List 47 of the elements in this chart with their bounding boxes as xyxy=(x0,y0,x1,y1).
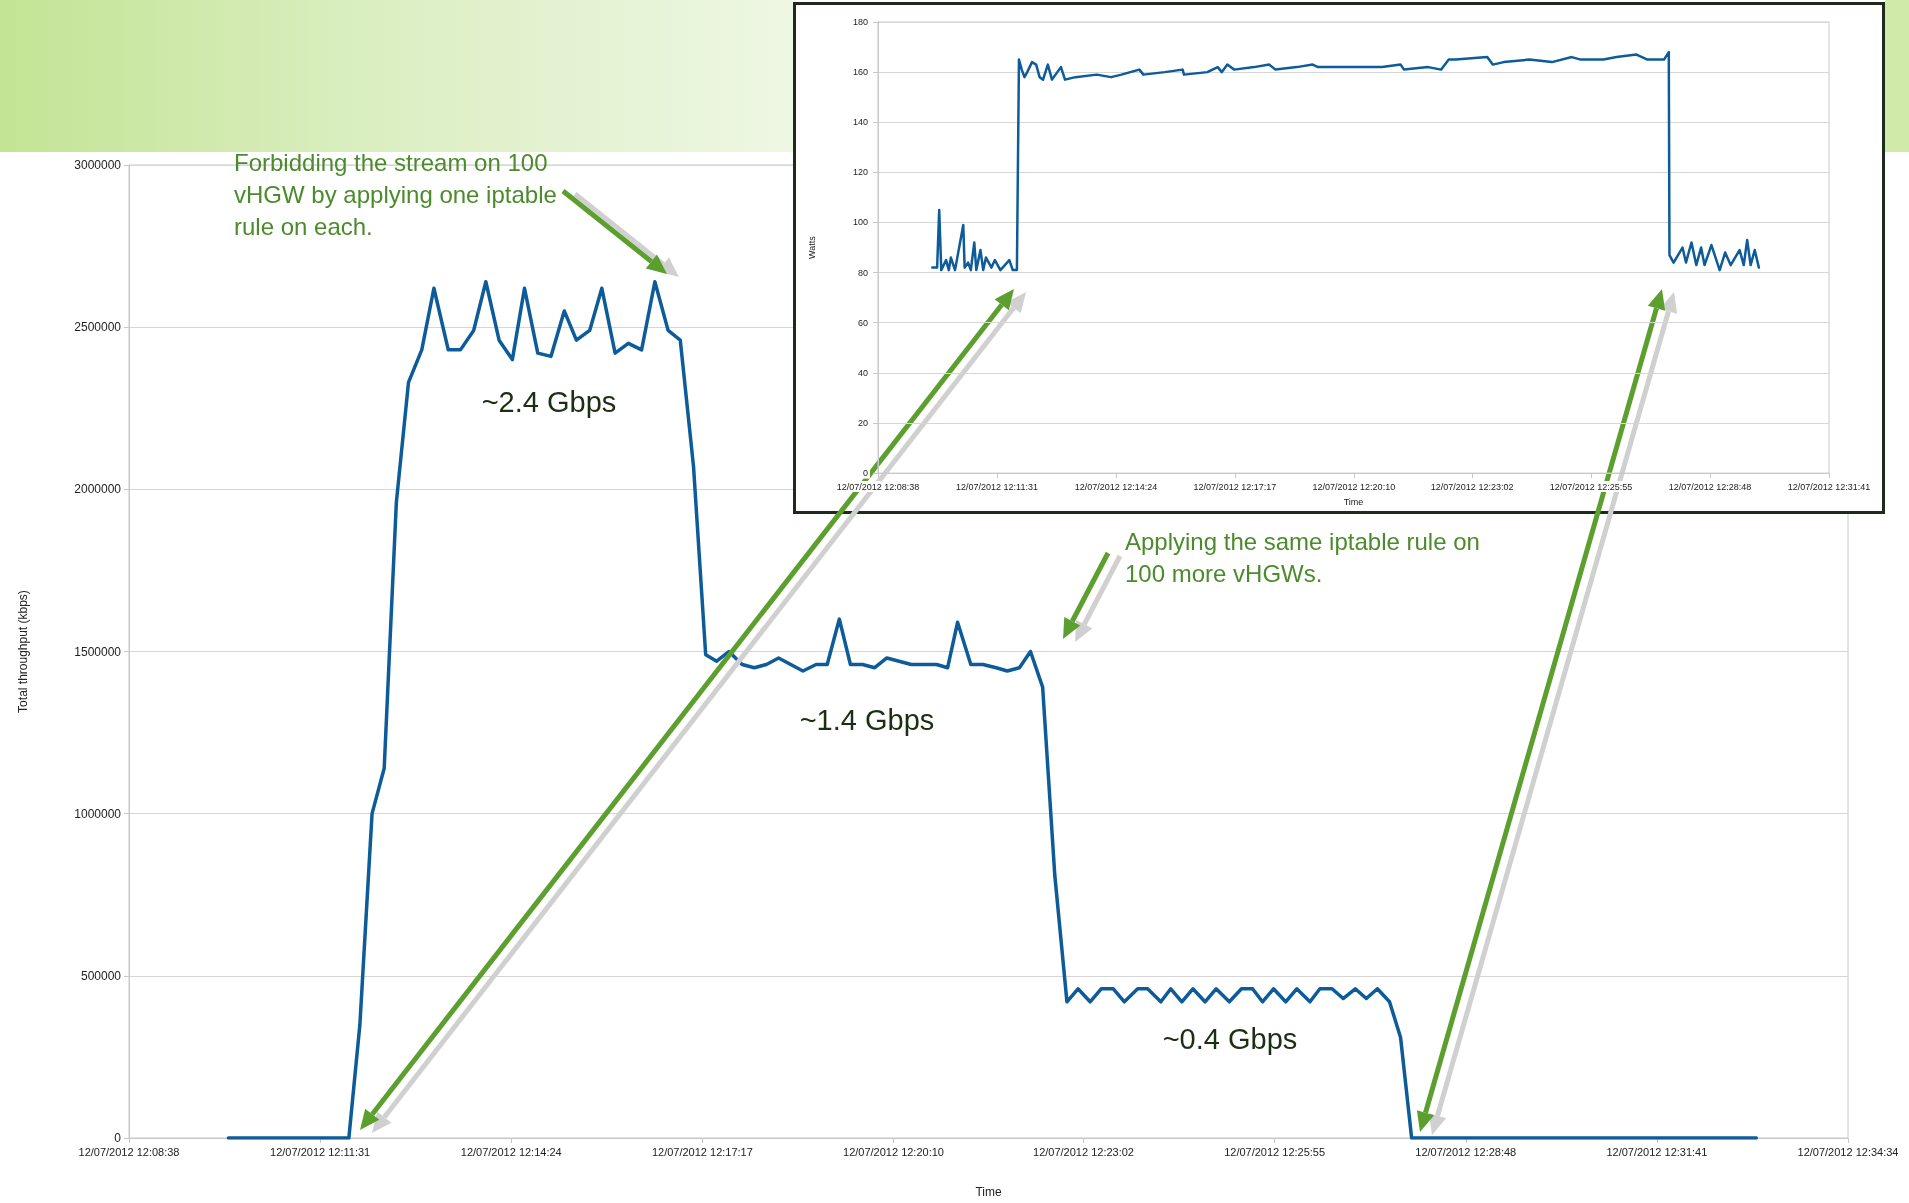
y-tick-label: 40 xyxy=(857,367,868,378)
annotation: Applying the same iptable rule on 100 more vHGWs. xyxy=(1125,527,1481,589)
x-tick-label: 12/07/2012 12:28:48 xyxy=(1668,481,1752,492)
x-tick-label: 12/07/2012 12:25:55 xyxy=(1549,481,1633,492)
x-tick-label: 12/07/2012 12:25:55 xyxy=(1224,1145,1326,1158)
y-tick-label: 0 xyxy=(114,1131,122,1145)
y-tick-label: 20 xyxy=(857,417,868,428)
x-axis-title: Time xyxy=(1343,496,1364,507)
x-tick-label: 12/07/2012 12:11:31 xyxy=(956,481,1038,492)
line-series xyxy=(226,280,1759,1140)
x-tick-label: 12/07/2012 12:08:38 xyxy=(78,1145,180,1158)
y-axis-title: Total throughput (kbps) xyxy=(16,590,30,713)
y-axis-title: Watts xyxy=(806,235,817,259)
annotation: ~2.4 Gbps xyxy=(481,385,617,419)
x-tick-label: 12/07/2012 12:17:17 xyxy=(651,1145,753,1158)
x-tick-label: 12/07/2012 12:23:02 xyxy=(1430,481,1514,492)
y-tick-label: 0 xyxy=(862,468,868,479)
y-tick-label: 160 xyxy=(852,67,868,78)
x-tick-label: 12/07/2012 12:20:10 xyxy=(1312,481,1396,492)
line-series xyxy=(931,50,1761,272)
y-tick-label: 500000 xyxy=(80,968,122,983)
x-tick-label: 12/07/2012 12:14:24 xyxy=(460,1145,562,1158)
y-tick-label: 80 xyxy=(857,267,868,278)
y-tick-label: 60 xyxy=(857,317,868,328)
x-tick-label: 12/07/2012 12:17:17 xyxy=(1193,481,1277,492)
annotation: ~0.4 Gbps xyxy=(1162,1022,1298,1056)
y-tick-label: 3000000 xyxy=(74,158,122,172)
x-axis-title: Time xyxy=(975,1185,1002,1199)
y-tick-label: 2500000 xyxy=(74,320,122,335)
x-tick-label: 12/07/2012 12:11:31 xyxy=(270,1145,371,1158)
y-tick-label: 1000000 xyxy=(74,806,122,821)
x-tick-label: 12/07/2012 12:31:41 xyxy=(1787,481,1871,492)
y-tick-label: 180 xyxy=(852,17,868,27)
x-tick-label: 12/07/2012 12:14:24 xyxy=(1074,481,1158,492)
x-tick-label: 12/07/2012 12:34:34 xyxy=(1797,1145,1899,1158)
y-tick-label: 140 xyxy=(852,117,868,128)
x-tick-label: 12/07/2012 12:28:48 xyxy=(1415,1145,1517,1158)
y-tick-label: 2000000 xyxy=(74,482,122,497)
y-tick-label: 1500000 xyxy=(74,644,122,659)
annotation: ~1.4 Gbps xyxy=(799,703,935,737)
y-tick-label: 100 xyxy=(852,217,868,228)
x-tick-label: 12/07/2012 12:31:41 xyxy=(1606,1145,1708,1158)
x-tick-label: 12/07/2012 12:08:38 xyxy=(836,481,920,492)
y-tick-label: 120 xyxy=(852,167,868,178)
annotation: Forbidding the stream on 100 vHGW by applying one iptable rule on each. xyxy=(234,148,558,242)
x-tick-label: 12/07/2012 12:20:10 xyxy=(843,1145,944,1158)
x-tick-label: 12/07/2012 12:23:02 xyxy=(1033,1145,1134,1158)
